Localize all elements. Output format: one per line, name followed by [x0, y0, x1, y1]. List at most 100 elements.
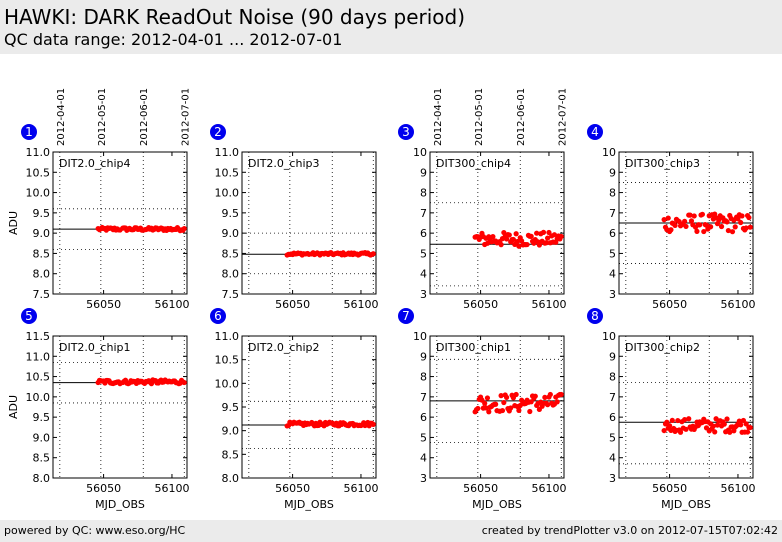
data-point	[519, 238, 525, 244]
plot-frame	[241, 151, 377, 295]
data-point	[682, 218, 688, 224]
y-tick-label: 6	[420, 227, 427, 240]
data-point	[683, 223, 689, 230]
y-tick-label: 6	[609, 227, 616, 240]
y-tick-label: 9.5	[33, 207, 51, 220]
y-axis-label: ADU	[7, 211, 20, 235]
y-tick-label: 6	[609, 411, 616, 424]
data-point	[675, 417, 681, 424]
data-point	[540, 229, 547, 235]
data-point	[516, 243, 522, 249]
data-point	[503, 236, 510, 242]
x-tick-label: 56100	[154, 482, 189, 495]
data-point	[551, 232, 558, 238]
y-tick-label: 9	[420, 350, 427, 363]
data-point	[746, 214, 752, 221]
x-axis-label: MJD_OBS	[284, 498, 334, 511]
y-tick-label: 9	[609, 166, 616, 179]
y-tick-label: 8.5	[222, 448, 240, 461]
data-point	[516, 407, 522, 414]
page-subtitle: QC data range: 2012-04-01 ... 2012-07-01	[4, 30, 343, 49]
data-point	[718, 223, 725, 230]
data-point	[513, 231, 519, 237]
chip-label: DIT300_chip1	[436, 341, 511, 354]
y-tick-label: 8.5	[33, 247, 51, 260]
y-tick-label: 9.0	[222, 227, 240, 240]
data-point	[486, 409, 492, 415]
y-tick-label: 3	[609, 288, 616, 301]
data-point	[558, 233, 564, 240]
top-date-label: 2012-04-01	[433, 88, 444, 146]
y-tick-label: 10.5	[26, 371, 51, 384]
chip-label: DIT300_chip2	[625, 341, 700, 354]
y-tick-label: 10	[413, 146, 427, 159]
data-point	[484, 395, 491, 401]
x-tick-label: 56050	[463, 482, 498, 495]
plot-badge-circle	[398, 308, 414, 324]
data-point	[727, 429, 733, 435]
y-tick-label: 10.5	[26, 166, 51, 179]
y-tick-label: 9	[420, 166, 427, 179]
y-tick-label: 9.5	[222, 401, 240, 414]
data-point	[547, 391, 553, 398]
created-by-text: created by trendPlotter v3.0 on 2012-07-…	[481, 524, 778, 537]
y-tick-label: 7.5	[33, 288, 51, 301]
data-point	[738, 219, 744, 226]
y-tick-label: 10.5	[215, 166, 240, 179]
data-point	[677, 429, 684, 435]
y-tick-label: 6	[420, 411, 427, 424]
y-tick-label: 4	[420, 268, 427, 281]
data-point	[524, 241, 530, 248]
y-tick-label: 11.5	[26, 330, 51, 343]
data-point	[747, 224, 753, 230]
chip-label: DIT2.0_chip2	[248, 341, 319, 354]
plot-frame	[52, 151, 188, 295]
data-point	[544, 235, 551, 241]
data-point	[661, 427, 667, 434]
chart-panel-7: 3 4 5 6 7 8 9 10 56050 56100 DIT300_chip1 7 MJD_OBS	[398, 308, 566, 511]
data-point	[744, 429, 751, 435]
y-tick-label: 10	[602, 146, 616, 159]
chip-label: DIT2.0_chip4	[59, 157, 130, 170]
data-point	[498, 242, 504, 248]
data-point	[499, 407, 506, 414]
data-point	[181, 225, 187, 232]
y-tick-label: 10.0	[215, 187, 240, 200]
data-point	[558, 391, 564, 398]
plot-badge-circle	[21, 124, 37, 140]
data-point	[508, 405, 514, 411]
data-point	[501, 399, 507, 406]
x-tick-label: 56050	[652, 298, 687, 311]
page-header: HAWKI: DARK ReadOut Noise (90 days perio…	[0, 0, 782, 54]
plot-badge-number: 2	[214, 125, 222, 139]
data-point	[743, 225, 749, 231]
chip-label: DIT300_chip3	[625, 157, 700, 170]
data-point	[528, 233, 534, 239]
y-tick-label: 11.0	[215, 146, 240, 159]
page-footer: powered by QC: www.eso.org/HC created by…	[0, 520, 782, 542]
y-tick-label: 4	[609, 452, 616, 465]
data-point	[735, 216, 741, 222]
chart-panel-5: 8.0 8.5 9.0 9.5 10.0 10.5 11.0 11.5 56050 56100 DI…	[7, 308, 189, 511]
y-tick-label: 8	[609, 371, 616, 384]
data-point	[514, 238, 521, 245]
y-tick-label: 10	[602, 330, 616, 343]
powered-by-link[interactable]: powered by QC: www.eso.org/HC	[4, 524, 186, 537]
data-point	[536, 242, 542, 248]
data-point	[181, 379, 187, 386]
data-point	[510, 236, 517, 243]
y-tick-label: 11.0	[215, 330, 240, 343]
y-tick-label: 8.0	[222, 472, 240, 485]
top-date-label: 2012-06-01	[139, 88, 150, 146]
data-point	[528, 399, 534, 405]
plot-badge-number: 1	[25, 125, 33, 139]
data-point	[739, 213, 745, 219]
y-tick-label: 8	[420, 371, 427, 384]
data-point	[729, 229, 736, 235]
y-tick-label: 8.0	[222, 268, 240, 281]
data-point	[668, 227, 674, 233]
data-point	[498, 393, 504, 399]
data-point	[691, 213, 697, 219]
y-tick-label: 5	[420, 431, 427, 444]
